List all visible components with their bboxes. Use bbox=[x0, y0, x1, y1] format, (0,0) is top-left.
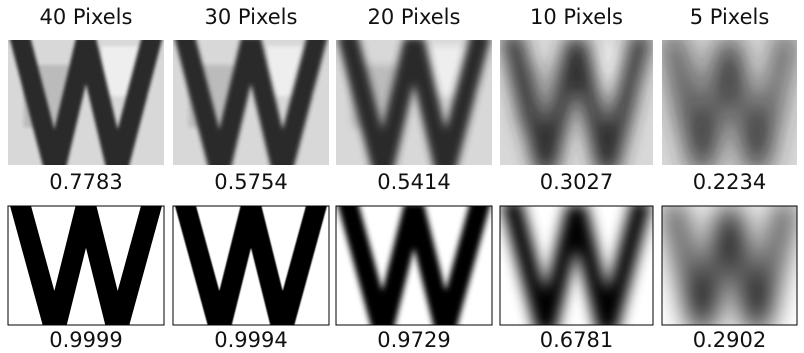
noisy-image bbox=[662, 34, 797, 172]
column-label: 40 Pixels bbox=[40, 5, 133, 29]
score: 0.9729 bbox=[377, 328, 450, 352]
score: 0.3027 bbox=[540, 170, 613, 194]
score: 0.2902 bbox=[693, 328, 766, 352]
column-label: 10 Pixels bbox=[530, 5, 623, 29]
score: 0.5414 bbox=[377, 170, 450, 194]
score: 0.5754 bbox=[214, 170, 287, 194]
column-label: 30 Pixels bbox=[205, 5, 298, 29]
noisy-image bbox=[500, 34, 653, 172]
score: 0.9994 bbox=[214, 328, 287, 352]
clean-image bbox=[336, 200, 492, 331]
clean-image bbox=[500, 200, 653, 331]
clean-image bbox=[8, 200, 164, 331]
clean-image bbox=[662, 200, 797, 331]
column-label: 5 Pixels bbox=[690, 5, 770, 29]
noisy-image bbox=[336, 34, 492, 172]
score: 0.6781 bbox=[540, 328, 613, 352]
score: 0.9999 bbox=[49, 328, 122, 352]
noisy-image bbox=[173, 34, 329, 172]
score: 0.7783 bbox=[49, 170, 122, 194]
noisy-image bbox=[8, 34, 164, 172]
clean-image bbox=[173, 200, 329, 331]
column-label: 20 Pixels bbox=[368, 5, 461, 29]
figure: 40 Pixels 0.7783 0.9999 30 Pixels 0.5754 0.99… bbox=[0, 0, 804, 353]
score: 0.2234 bbox=[693, 170, 766, 194]
